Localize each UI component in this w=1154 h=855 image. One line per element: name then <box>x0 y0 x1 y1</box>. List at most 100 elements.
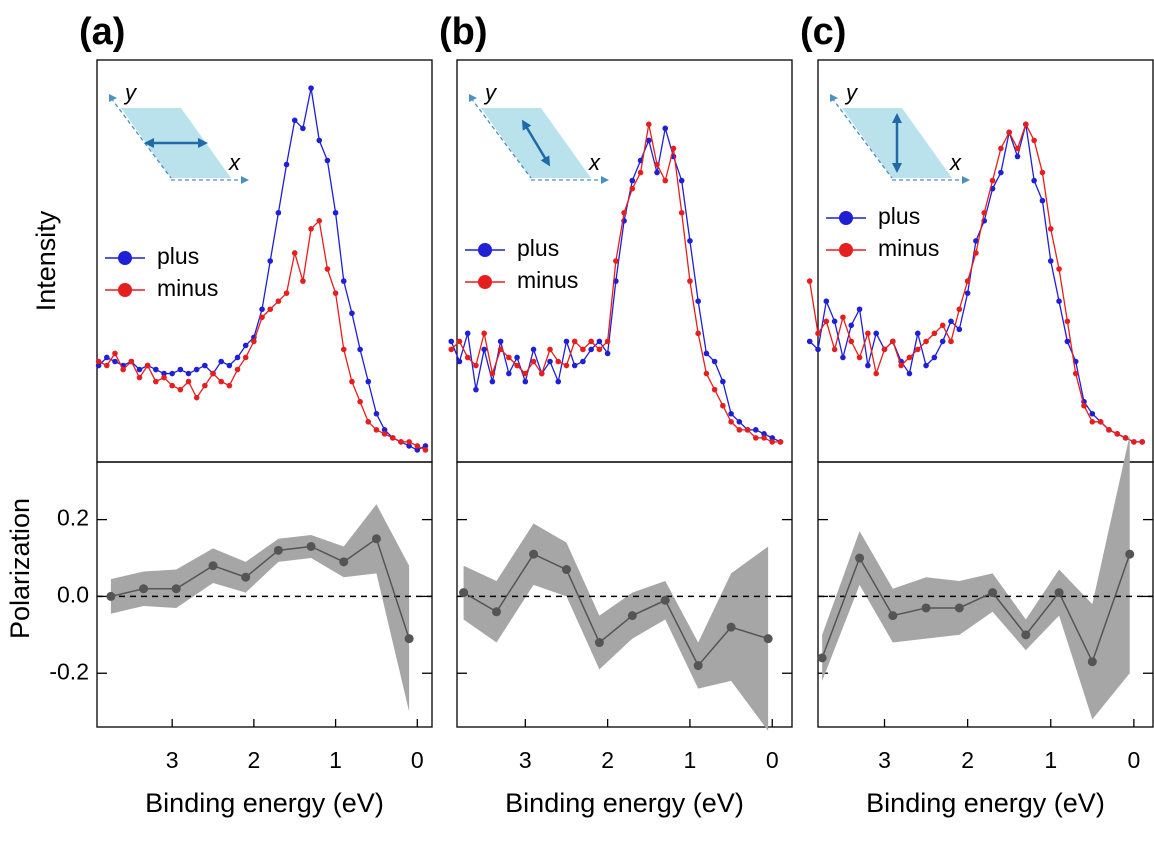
legend-marker <box>118 283 132 297</box>
data-point <box>169 382 175 389</box>
data-point <box>357 398 363 405</box>
polarization-point <box>459 588 469 598</box>
polarization-point <box>988 588 998 598</box>
inset-arrowhead <box>469 94 477 102</box>
data-point <box>720 378 726 385</box>
plot-frame <box>96 461 433 728</box>
data-point <box>514 354 520 361</box>
inset-arrowhead <box>109 94 117 102</box>
data-point <box>1089 410 1096 417</box>
data-point <box>1031 137 1037 144</box>
inset-arrowhead <box>241 176 249 184</box>
data-point <box>777 439 784 445</box>
data-point <box>283 161 290 168</box>
polarization-point <box>817 653 827 663</box>
data-point <box>522 378 529 385</box>
data-point <box>547 358 553 365</box>
data-point <box>1139 439 1145 445</box>
data-point <box>1122 435 1129 441</box>
x-axis-label: Binding energy (eV) <box>505 788 744 818</box>
polarization-point <box>1125 549 1135 559</box>
data-point <box>1056 266 1062 272</box>
data-point <box>226 382 233 389</box>
x-tick-label: 0 <box>766 747 779 773</box>
data-point <box>308 85 314 91</box>
data-point <box>456 338 463 345</box>
data-point <box>981 209 988 216</box>
data-point <box>275 209 282 216</box>
data-point <box>497 338 504 345</box>
data-point <box>95 362 102 369</box>
data-point <box>613 258 619 264</box>
data-point <box>365 419 372 425</box>
data-point <box>291 250 298 256</box>
error-band <box>463 523 769 731</box>
data-point <box>242 354 249 361</box>
data-point <box>580 346 586 353</box>
data-point <box>226 362 233 369</box>
data-point <box>563 362 570 369</box>
data-point <box>398 439 404 445</box>
polarization-arrow <box>521 119 551 167</box>
data-point <box>956 326 963 333</box>
polarization-point <box>763 634 773 644</box>
data-point <box>489 378 496 385</box>
data-point <box>604 338 611 345</box>
data-point <box>906 370 913 377</box>
data-point <box>596 338 603 345</box>
data-point <box>389 435 396 441</box>
data-point <box>728 410 734 417</box>
data-point <box>112 358 118 365</box>
data-point <box>840 354 846 361</box>
data-point <box>144 362 151 369</box>
data-point <box>769 439 776 445</box>
polarization-point <box>1054 588 1064 598</box>
data-point <box>422 443 429 449</box>
data-point <box>629 185 636 192</box>
data-point <box>695 330 701 337</box>
data-point <box>1047 258 1054 264</box>
data-point <box>703 370 710 377</box>
polarization-point <box>954 603 964 613</box>
legend-marker <box>118 251 132 265</box>
data-point <box>373 427 380 433</box>
data-point <box>815 330 821 337</box>
data-point <box>283 290 290 296</box>
panel-label: (a) <box>79 11 125 53</box>
polarization-point <box>208 561 218 571</box>
data-point <box>806 278 813 284</box>
legend-label: plus <box>517 235 559 261</box>
polarization-point <box>171 584 181 594</box>
data-point <box>662 125 669 132</box>
x-tick-label: 3 <box>878 747 891 773</box>
y-tick-label: 0.2 <box>57 505 89 531</box>
data-point <box>580 358 586 365</box>
x-tick-label: 3 <box>166 747 179 773</box>
data-point <box>1047 226 1054 232</box>
data-point <box>259 314 265 321</box>
data-point <box>381 431 388 437</box>
polarization-point <box>627 611 637 621</box>
data-point <box>406 443 412 449</box>
polarization-point <box>693 661 703 671</box>
inset-arrowhead <box>601 176 609 184</box>
data-point <box>588 346 594 353</box>
data-point <box>161 374 167 381</box>
error-band <box>110 504 410 712</box>
series-line <box>450 128 781 443</box>
data-point <box>806 338 813 345</box>
data-point <box>1089 419 1096 425</box>
legend-marker <box>478 275 492 289</box>
data-point <box>989 177 996 184</box>
data-point <box>448 346 455 353</box>
data-point <box>1106 427 1112 433</box>
inset-axis <box>110 97 172 179</box>
data-point <box>340 346 347 353</box>
data-point <box>831 346 838 353</box>
data-point <box>308 226 314 232</box>
polarization-point <box>660 595 670 605</box>
data-point <box>555 378 562 385</box>
data-point <box>202 382 208 389</box>
inset-arrowhead <box>830 94 838 102</box>
